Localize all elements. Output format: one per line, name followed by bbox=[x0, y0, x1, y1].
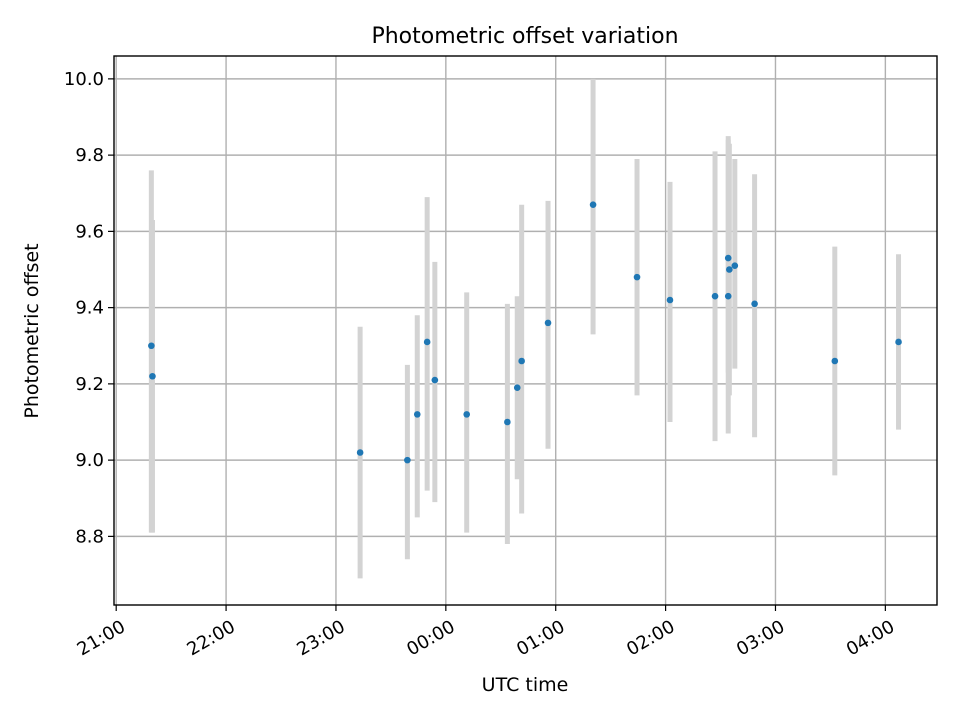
plot-frame bbox=[113, 55, 938, 606]
y-tick-label: 9.0 bbox=[75, 450, 104, 471]
data-point bbox=[751, 300, 758, 308]
y-tick-label: 8.8 bbox=[75, 526, 104, 547]
data-point bbox=[731, 262, 739, 269]
data-point bbox=[504, 418, 511, 426]
data-point bbox=[513, 384, 521, 391]
data-point bbox=[724, 254, 732, 262]
data-point bbox=[726, 266, 733, 273]
data-point bbox=[148, 342, 155, 350]
chart-title: Photometric offset variation bbox=[371, 24, 678, 49]
y-tick-label: 10.0 bbox=[64, 69, 104, 90]
data-point bbox=[404, 456, 411, 464]
y-tick-label: 9.2 bbox=[75, 374, 104, 395]
data-point bbox=[666, 296, 674, 304]
data-point bbox=[895, 338, 902, 346]
data-point bbox=[711, 292, 719, 300]
data-point bbox=[431, 376, 439, 384]
data-point bbox=[356, 449, 364, 456]
y-axis-ticks: 8.8 9.0 9.2 9.4 9.6 9.8 10.0 bbox=[64, 69, 114, 547]
data-point bbox=[463, 411, 471, 418]
data-point bbox=[544, 319, 552, 327]
y-axis-label: Photometric offset bbox=[21, 243, 43, 418]
data-point bbox=[518, 357, 525, 365]
data-point bbox=[724, 292, 732, 300]
data-point bbox=[423, 338, 431, 346]
data-point bbox=[633, 273, 641, 281]
y-tick-label: 9.8 bbox=[75, 145, 104, 166]
data-point bbox=[831, 357, 839, 365]
x-axis-label: UTC time bbox=[482, 674, 569, 696]
data-points bbox=[148, 201, 902, 464]
data-point bbox=[413, 411, 421, 418]
y-tick-label: 9.6 bbox=[75, 221, 104, 242]
grid bbox=[114, 56, 937, 605]
data-point bbox=[589, 201, 597, 208]
data-point bbox=[149, 372, 156, 380]
y-tick-label: 9.4 bbox=[75, 298, 104, 319]
